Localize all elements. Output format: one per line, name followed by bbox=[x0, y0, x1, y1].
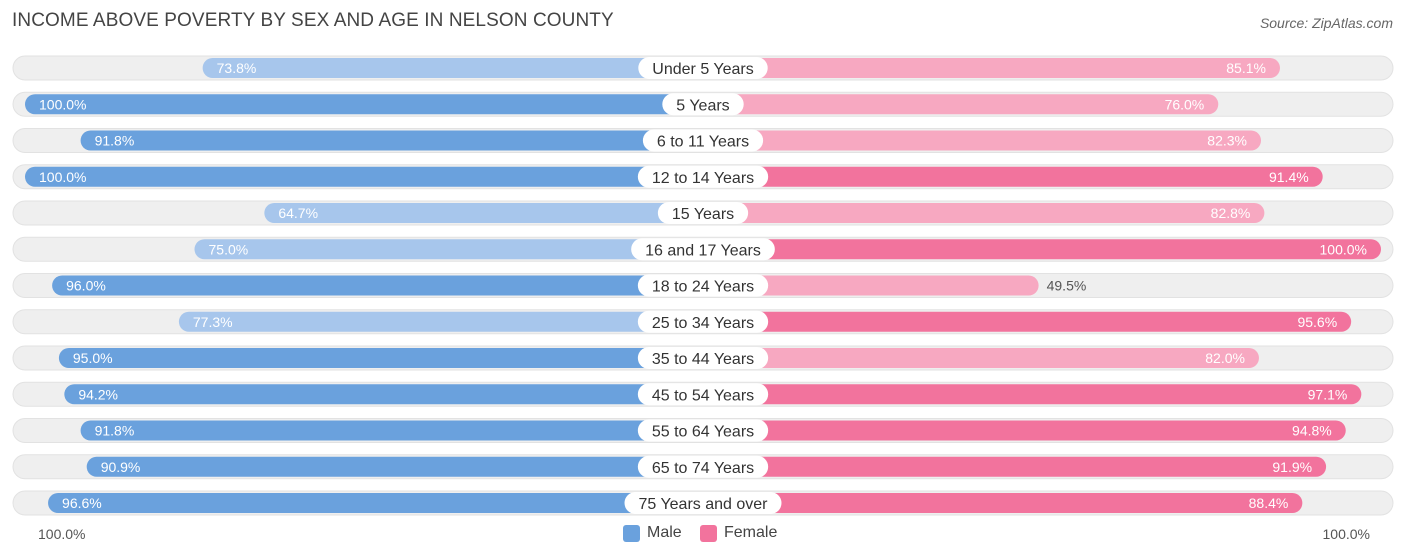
category-pill bbox=[637, 383, 769, 406]
legend-label-female: Female bbox=[724, 524, 778, 541]
female-bar bbox=[703, 166, 1323, 187]
axis-label-left: 100.0% bbox=[38, 526, 86, 542]
category-label: 18 to 24 Years bbox=[652, 279, 754, 296]
female-bar bbox=[703, 275, 1039, 296]
category-pill bbox=[624, 492, 782, 514]
female-value-label: 88.4% bbox=[1249, 495, 1289, 511]
male-bar bbox=[86, 456, 703, 477]
female-value-label: 97.1% bbox=[1308, 386, 1348, 402]
axis-label-right: 100.0% bbox=[1322, 526, 1370, 542]
male-value-label: 77.3% bbox=[193, 314, 233, 330]
female-value-label: 91.9% bbox=[1272, 459, 1312, 475]
male-bar bbox=[202, 58, 704, 78]
male-bar bbox=[48, 493, 703, 513]
male-bar bbox=[264, 203, 703, 223]
category-pill bbox=[637, 455, 769, 478]
category-pill bbox=[637, 419, 769, 442]
category-label: 75 Years and over bbox=[639, 496, 769, 513]
female-value-label: 100.0% bbox=[1320, 241, 1367, 257]
female-value-label: 91.4% bbox=[1269, 169, 1309, 185]
female-bar bbox=[703, 203, 1265, 223]
male-bar bbox=[25, 166, 703, 187]
male-value-label: 91.8% bbox=[95, 423, 135, 439]
male-bar bbox=[80, 420, 703, 441]
male-value-label: 96.0% bbox=[66, 278, 106, 294]
legend-swatch-female bbox=[700, 524, 717, 542]
female-bar bbox=[703, 94, 1219, 115]
category-label: 5 Years bbox=[676, 97, 729, 114]
female-value-label: 82.8% bbox=[1211, 205, 1251, 221]
male-bar bbox=[80, 130, 703, 151]
category-label: 12 to 14 Years bbox=[652, 170, 754, 187]
category-label: 55 to 64 Years bbox=[652, 424, 754, 441]
chart-title: INCOME ABOVE POVERTY BY SEX AND AGE IN N… bbox=[12, 10, 614, 31]
category-label: 15 Years bbox=[672, 206, 734, 223]
legend: Male Female bbox=[0, 524, 1406, 546]
female-bar bbox=[703, 420, 1346, 441]
female-bar bbox=[703, 456, 1327, 477]
category-pill bbox=[657, 202, 749, 224]
male-value-label: 91.8% bbox=[95, 133, 135, 149]
male-value-label: 90.9% bbox=[101, 459, 141, 475]
female-bar bbox=[703, 384, 1362, 405]
male-value-label: 96.6% bbox=[62, 495, 102, 511]
legend-label-male: Male bbox=[647, 524, 682, 541]
category-label: 16 and 17 Years bbox=[645, 242, 761, 259]
category-pill bbox=[631, 238, 775, 261]
legend-swatch-male bbox=[623, 524, 640, 542]
male-bar bbox=[64, 384, 704, 405]
female-value-label: 95.6% bbox=[1297, 314, 1337, 330]
male-bar bbox=[178, 311, 703, 332]
female-value-label: 85.1% bbox=[1226, 60, 1266, 76]
male-bar bbox=[52, 275, 704, 296]
female-bar bbox=[703, 493, 1303, 513]
category-pill bbox=[637, 274, 769, 297]
category-label: 65 to 74 Years bbox=[652, 460, 754, 477]
female-value-label: 94.8% bbox=[1292, 423, 1332, 439]
category-pill bbox=[638, 57, 768, 79]
female-bar bbox=[703, 311, 1352, 332]
category-pill bbox=[662, 93, 744, 116]
female-bar bbox=[703, 130, 1261, 151]
male-value-label: 100.0% bbox=[39, 96, 86, 112]
male-value-label: 75.0% bbox=[209, 241, 249, 257]
female-bar bbox=[703, 348, 1259, 368]
female-bar bbox=[703, 58, 1280, 78]
category-label: 6 to 11 Years bbox=[657, 134, 749, 151]
male-value-label: 73.8% bbox=[217, 60, 257, 76]
male-value-label: 64.7% bbox=[278, 205, 318, 221]
category-label: 35 to 44 Years bbox=[652, 351, 754, 368]
female-value-label: 49.5% bbox=[1047, 278, 1087, 294]
male-bar bbox=[58, 348, 703, 368]
chart-area: 73.8% 85.1% Under 5 Years 100.0% 76.0% 5 Year… bbox=[12, 55, 1394, 516]
category-pill bbox=[637, 347, 769, 369]
source-credit: Source: ZipAtlas.com bbox=[1259, 15, 1393, 31]
female-value-label: 76.0% bbox=[1165, 96, 1205, 112]
male-bar bbox=[194, 239, 703, 260]
category-pill bbox=[637, 165, 769, 188]
female-value-label: 82.3% bbox=[1207, 133, 1247, 149]
male-bar bbox=[25, 94, 703, 115]
male-value-label: 94.2% bbox=[78, 386, 118, 402]
legend-item-female[interactable]: Female bbox=[700, 524, 777, 542]
legend-item-male[interactable]: Male bbox=[623, 524, 682, 542]
male-value-label: 100.0% bbox=[39, 169, 86, 185]
category-pill bbox=[642, 129, 764, 152]
category-label: Under 5 Years bbox=[652, 61, 753, 78]
category-label: 25 to 34 Years bbox=[652, 315, 754, 332]
male-value-label: 95.0% bbox=[73, 350, 113, 366]
category-pill bbox=[637, 310, 769, 333]
female-bar bbox=[703, 239, 1381, 260]
category-label: 45 to 54 Years bbox=[652, 387, 754, 404]
female-value-label: 82.0% bbox=[1205, 350, 1245, 366]
